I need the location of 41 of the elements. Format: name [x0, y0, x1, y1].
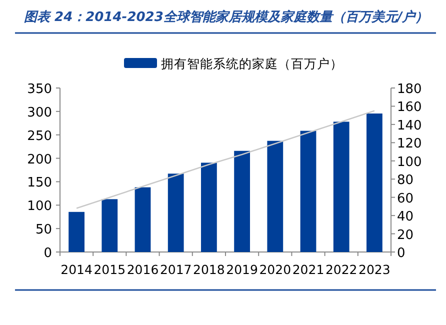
y2-tick-label: 120	[397, 136, 422, 152]
bar	[267, 140, 284, 252]
x-tick-label: 2018	[193, 262, 225, 277]
bar	[234, 150, 250, 252]
bar	[102, 199, 118, 252]
bar	[201, 162, 217, 252]
line-series	[76, 110, 376, 209]
y2-tick-label: 160	[397, 100, 422, 116]
chart-title: 图表 24：2014-2023全球智能家居规模及家庭数量（百万美元/户）	[24, 9, 428, 25]
y2-tick-label: 180	[397, 82, 422, 97]
y-tick-label: 100	[27, 199, 52, 214]
y2-tick-label: 140	[397, 118, 422, 134]
y-tick-label: 150	[27, 176, 52, 191]
y-tick-label: 50	[35, 222, 52, 238]
x-tick-label: 2020	[259, 262, 292, 277]
bar	[300, 130, 316, 252]
x-tick-label: 2016	[126, 262, 159, 277]
y2-tick-label: 80	[397, 173, 414, 188]
x-tick-label: 2022	[325, 262, 358, 277]
bar	[68, 212, 84, 252]
bar	[134, 187, 151, 252]
x-tick-label: 2023	[358, 262, 390, 277]
x-tick-label: 2021	[292, 262, 324, 277]
bar	[333, 122, 350, 252]
legend-label: 拥有智能系统的家庭（百万户）	[161, 56, 343, 71]
y-tick-label: 250	[27, 128, 52, 144]
bar	[366, 114, 382, 252]
x-tick-label: 2019	[226, 262, 258, 277]
y2-tick-label: 40	[397, 210, 414, 225]
y-tick-label: 200	[27, 152, 52, 168]
x-tick-label: 2017	[160, 262, 192, 277]
x-tick-label: 2014	[60, 262, 92, 277]
x-tick-label: 2015	[94, 262, 126, 277]
y-tick-label: 350	[27, 82, 52, 97]
y-tick-label: 300	[27, 105, 52, 120]
y2-tick-label: 20	[397, 228, 414, 243]
y2-tick-label: 0	[397, 246, 406, 261]
bar	[168, 174, 184, 252]
y-tick-label: 0	[44, 246, 52, 261]
y2-tick-label: 60	[397, 191, 414, 206]
y2-tick-label: 100	[397, 154, 422, 170]
